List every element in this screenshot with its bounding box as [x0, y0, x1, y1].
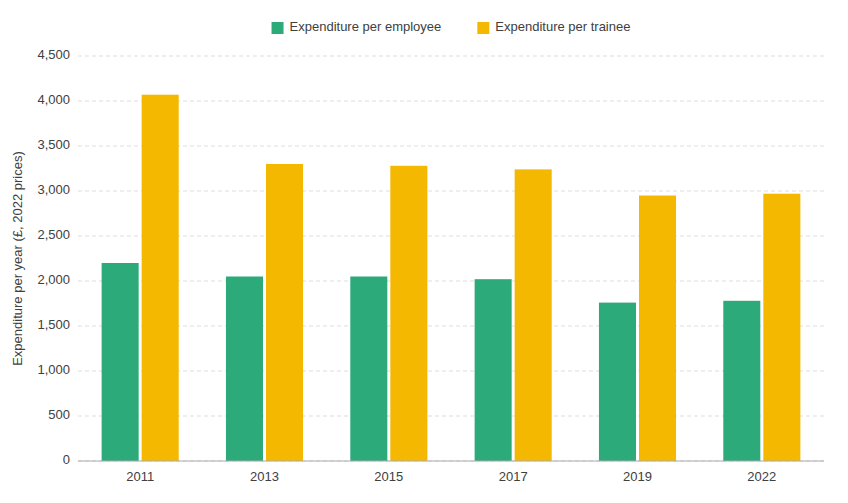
grid-line	[78, 56, 824, 57]
y-tick-label: 3,000	[37, 182, 70, 197]
x-tick-label: 2017	[499, 469, 528, 484]
legend-item: Expenditure per employee	[272, 19, 442, 34]
legend-label: Expenditure per employee	[290, 19, 442, 34]
x-tick-label: 2019	[623, 469, 652, 484]
x-tick-label: 2015	[374, 469, 403, 484]
grid-line	[78, 371, 824, 372]
y-tick-label: 4,500	[37, 47, 70, 62]
chart: 0 500 1,000 1,500 2,000 2,500 3,000 3,500 4,000 4…	[0, 0, 848, 503]
chart-container: 0 500 1,000 1,500 2,000 2,500 3,000 3,500 4,000 4…	[0, 0, 848, 503]
grid-line	[78, 281, 824, 282]
grid-line	[78, 326, 824, 327]
bar	[763, 194, 800, 461]
bar	[639, 196, 676, 462]
grid-line	[78, 191, 824, 192]
y-ticks: 0 500 1,000 1,500 2,000 2,500 3,000 3,500 4,000 4…	[37, 47, 70, 467]
grid-line	[78, 101, 824, 102]
x-axis-line	[78, 461, 824, 462]
bar	[390, 166, 427, 461]
y-tick-label: 4,000	[37, 92, 70, 107]
y-tick-label: 1,500	[37, 317, 70, 332]
y-tick-label: 1,000	[37, 362, 70, 377]
bar	[515, 169, 552, 461]
grid-line	[78, 416, 824, 417]
bar	[226, 277, 263, 462]
grid-line	[78, 146, 824, 147]
y-tick-label: 500	[48, 407, 70, 422]
y-tick-label: 2,000	[37, 272, 70, 287]
y-tick-label: 0	[63, 452, 70, 467]
legend-label: Expenditure per trainee	[495, 19, 630, 34]
bar	[142, 95, 179, 461]
bar	[599, 303, 636, 461]
legend-item: Expenditure per trainee	[477, 19, 630, 34]
y-tick-label: 2,500	[37, 227, 70, 242]
legend-swatch	[272, 22, 284, 34]
x-tick-label: 2022	[747, 469, 776, 484]
grid-line	[78, 461, 824, 462]
bar	[723, 301, 760, 461]
y-axis-label: Expenditure per year (£, 2022 prices)	[10, 151, 25, 366]
grid	[78, 56, 824, 461]
x-ticks: 2011 2013 2015 2017 2019 2022	[126, 469, 776, 484]
x-tick-label: 2011	[126, 469, 154, 484]
x-tick-label: 2013	[250, 469, 279, 484]
bars	[102, 95, 801, 461]
grid-line	[78, 236, 824, 237]
bar	[102, 263, 139, 461]
legend-swatch	[477, 22, 489, 34]
bar	[266, 164, 303, 461]
bar	[350, 277, 387, 462]
bar	[475, 279, 512, 461]
y-tick-label: 3,500	[37, 137, 70, 152]
legend: Expenditure per employee Expenditure per …	[272, 19, 631, 34]
